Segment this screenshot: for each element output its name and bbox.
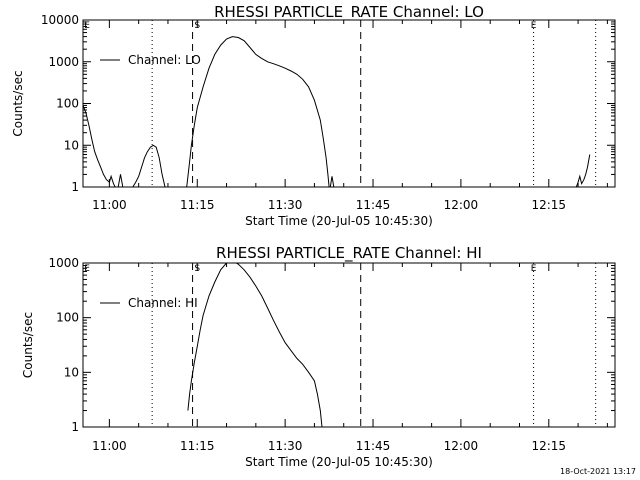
- x-tick-label: 12:15: [531, 198, 566, 212]
- chart-title: RHESSI PARTICLE_RATE Channel: HI: [216, 244, 482, 263]
- x-tick-label: 11:30: [268, 198, 303, 212]
- y-tick-label: 10000: [41, 13, 79, 27]
- marker-label: E: [84, 264, 90, 274]
- x-tick-label: 11:45: [356, 198, 391, 212]
- x-tick-label: 12:00: [444, 198, 479, 212]
- series-line: [187, 263, 323, 427]
- marker-label: E: [84, 21, 90, 31]
- x-tick-label: 11:30: [268, 439, 303, 453]
- x-tick-label: 12:00: [444, 439, 479, 453]
- x-tick-label: 11:15: [180, 198, 215, 212]
- series-line: [117, 174, 124, 187]
- plot-frame: [82, 19, 616, 188]
- x-tick-label: 11:00: [92, 439, 127, 453]
- x-tick-label: 11:45: [356, 439, 391, 453]
- chart-panel-hi: RHESSI PARTICLE_RATE Channel: HI 11:00 11:…: [21, 244, 616, 469]
- x-tick-label: 12:15: [531, 439, 566, 453]
- y-tick-label: 100: [56, 311, 79, 325]
- y-axis-label: Counts/sec: [21, 312, 35, 378]
- y-tick-label: 1000: [48, 55, 79, 69]
- y-tick-label: 100: [56, 97, 79, 111]
- legend-label: Channel: LO: [128, 53, 201, 67]
- y-tick-label: 10: [64, 365, 79, 379]
- series-line: [575, 154, 591, 187]
- footer-timestamp: 18-Oct-2021 13:17: [560, 467, 636, 476]
- x-axis-label: Start Time (20-Jul-05 10:45:30): [245, 455, 433, 469]
- legend-label: Channel: HI: [128, 296, 198, 310]
- x-axis-label: Start Time (20-Jul-05 10:45:30): [245, 214, 433, 228]
- series-line: [83, 105, 116, 187]
- series-line: [132, 144, 166, 187]
- series-line: [186, 36, 330, 187]
- x-tick-label: 11:00: [92, 198, 127, 212]
- y-tick-label: 1000: [48, 256, 79, 270]
- y-axis-label: Counts/sec: [11, 70, 25, 136]
- series-line: [329, 176, 335, 187]
- plot-frame: [82, 262, 616, 428]
- y-tick-label: 1: [71, 180, 79, 194]
- marker-label: S: [194, 264, 200, 274]
- y-tick-label: 10: [64, 138, 79, 152]
- chart-title: RHESSI PARTICLE_RATE Channel: LO: [214, 3, 484, 22]
- marker-label: E: [531, 264, 537, 274]
- y-tick-label: 1: [71, 420, 79, 434]
- chart-panel-lo: RHESSI PARTICLE_RATE Channel: LO 11:00 11:…: [11, 3, 616, 228]
- marker-label: E: [531, 21, 537, 31]
- marker-label: S: [194, 21, 200, 31]
- x-tick-label: 11:15: [180, 439, 215, 453]
